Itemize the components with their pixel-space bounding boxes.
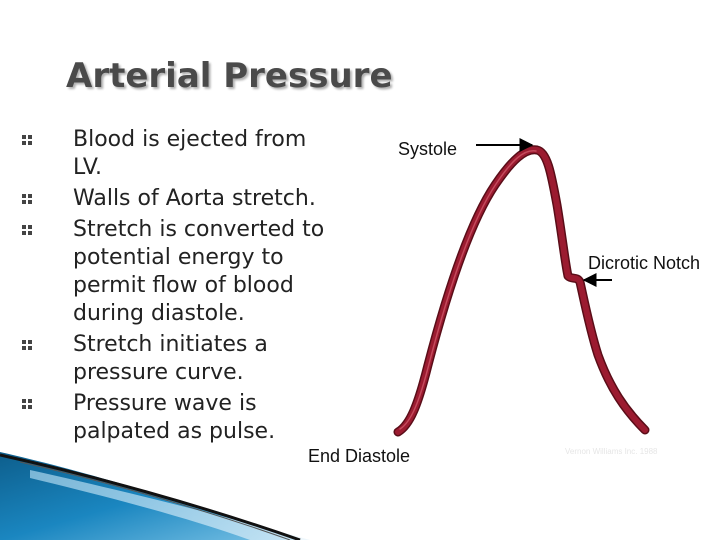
bullet-text: Stretch is converted to potential energy… bbox=[73, 217, 325, 326]
end-diastole-label: End Diastole bbox=[308, 446, 411, 466]
bullet-marker-icon bbox=[22, 135, 32, 145]
bullet-list: Blood is ejected from LV. Walls of Aorta… bbox=[22, 126, 342, 449]
bullet-item: Stretch is converted to potential energy… bbox=[22, 216, 342, 328]
dicrotic-notch-label: Dicrotic Notch bbox=[588, 253, 701, 273]
bullet-marker-icon bbox=[22, 399, 32, 409]
image-credit: Vernon Williams Inc. 1988 bbox=[565, 447, 658, 456]
bullet-text: Walls of Aorta stretch. bbox=[73, 186, 316, 211]
bullet-item: Blood is ejected from LV. bbox=[22, 126, 342, 182]
bullet-marker-icon bbox=[22, 225, 32, 235]
slide-title: Arterial Pressure bbox=[66, 56, 393, 96]
bullet-text: Stretch initiates a pressure curve. bbox=[73, 332, 268, 385]
bullet-item: Stretch initiates a pressure curve. bbox=[22, 331, 342, 387]
pressure-curve-highlight bbox=[399, 150, 537, 430]
bullet-text: Pressure wave is palpated as pulse. bbox=[73, 391, 276, 444]
systole-label: Systole bbox=[398, 139, 458, 159]
bullet-item: Pressure wave is palpated as pulse. bbox=[22, 390, 342, 446]
bullet-marker-icon bbox=[22, 340, 32, 350]
bullet-marker-icon bbox=[22, 194, 32, 204]
bullet-text: Blood is ejected from LV. bbox=[73, 127, 307, 180]
bullet-item: Walls of Aorta stretch. bbox=[22, 185, 342, 213]
